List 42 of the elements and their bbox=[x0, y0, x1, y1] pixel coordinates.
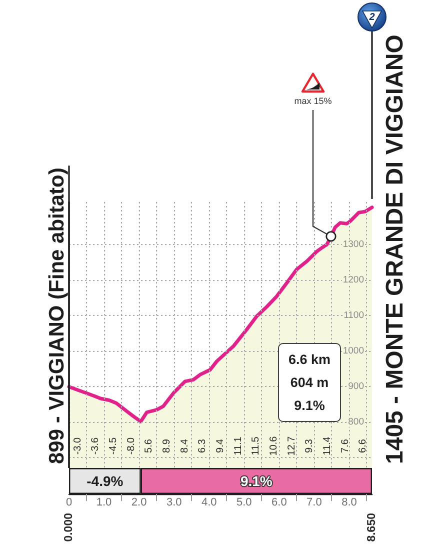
annotation: 9.3 bbox=[304, 438, 316, 453]
annotation: -3.0 bbox=[72, 436, 84, 455]
annotation: 7.6 bbox=[340, 438, 351, 453]
annotation: 8.9 bbox=[162, 438, 173, 453]
annotation: 6.6 km bbox=[288, 351, 331, 369]
annotation: max 15% bbox=[294, 96, 332, 106]
annotation: 9.1% bbox=[240, 473, 273, 489]
annotation: 9.1% bbox=[294, 397, 325, 415]
x-tick-label: 0 bbox=[66, 496, 72, 508]
text: 8.650 bbox=[366, 513, 378, 542]
x-tick-label: 3.0 bbox=[166, 496, 182, 508]
y-tick-label: 1300 bbox=[342, 239, 364, 250]
y-tick-label: 900 bbox=[348, 380, 364, 392]
annotation: 10.6 bbox=[268, 436, 280, 456]
annotation: 9.4 bbox=[215, 438, 226, 453]
y-tick-label: 800 bbox=[348, 416, 364, 428]
x-tick-label: 7.0 bbox=[306, 496, 322, 508]
text: 0.000 bbox=[63, 513, 75, 542]
x-tick-label: 5.0 bbox=[236, 496, 252, 508]
x-tick-label: 1.0 bbox=[96, 496, 112, 508]
y-tick-label: 1000 bbox=[342, 345, 364, 356]
annotation: 5.6 bbox=[144, 438, 155, 453]
annotation: 12.7 bbox=[286, 436, 298, 456]
annotation: 6.6 bbox=[358, 438, 369, 453]
annotation: 11.1 bbox=[232, 436, 244, 456]
annotation: -3.6 bbox=[90, 436, 102, 455]
y-tick-label: 1200 bbox=[342, 274, 364, 286]
annotation: -8.0 bbox=[126, 436, 137, 455]
annotation: 8.4 bbox=[179, 438, 190, 453]
annotation: 11.4 bbox=[322, 436, 333, 456]
x-tick-label: 6.0 bbox=[272, 496, 287, 508]
annotation: -4.9% bbox=[86, 473, 124, 489]
info-box: 6.6 km 604 m 9.1% bbox=[278, 343, 341, 422]
y-tick-label: 1100 bbox=[344, 310, 364, 321]
annotation: 11.5 bbox=[250, 436, 262, 456]
annotation: 604 m bbox=[290, 374, 329, 392]
annotation: 6.3 bbox=[197, 438, 208, 453]
ref-line-label: 899 - VIGGIANO (Fine abitato) bbox=[46, 168, 68, 464]
x-tick-label: 4.0 bbox=[201, 496, 217, 508]
x-tick-label: 8.0 bbox=[342, 496, 357, 508]
x-tick-label: 2.0 bbox=[131, 496, 147, 508]
annotation: -4.5 bbox=[108, 436, 120, 455]
